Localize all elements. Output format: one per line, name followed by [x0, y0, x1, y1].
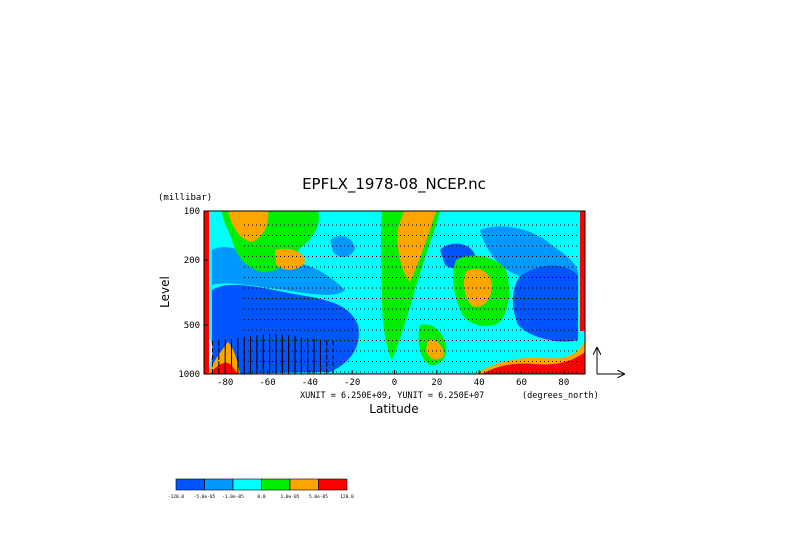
x-tick-label: 0	[392, 378, 397, 388]
x-tick-label: -40	[302, 378, 318, 388]
contour-region	[275, 248, 305, 270]
reference-vector	[597, 348, 624, 374]
contour-region	[482, 352, 585, 374]
colorbar-label: 5.0e-05	[309, 494, 328, 500]
colorbar-swatch	[318, 478, 348, 491]
chart-title: EPFLX_1978-08_NCEP.nc	[302, 175, 486, 194]
colorbar-label: 120.0	[340, 494, 354, 500]
colorbar-label: -120.0	[168, 494, 185, 500]
colorbar-swatch	[289, 478, 319, 491]
colorbar-swatch	[175, 478, 205, 491]
plot-area	[204, 211, 585, 374]
x-tick-label: -20	[344, 378, 360, 388]
contour-region	[512, 265, 578, 342]
contour-region	[204, 211, 209, 374]
contour-region	[210, 362, 238, 374]
contour-region	[480, 226, 578, 276]
x-tick-label: 80	[558, 378, 569, 388]
colorbar-label: -1.0e-05	[222, 494, 244, 500]
contour-region	[426, 339, 444, 360]
contour-region	[464, 268, 492, 307]
axes: -80 -60 -40 -20 0 20 40 60 80 100 200 500 1000	[178, 207, 579, 388]
y-tick-label: 1000	[178, 370, 200, 380]
x-tick-label: 20	[431, 378, 442, 388]
contour-region	[212, 284, 359, 374]
colorbar-swatch	[204, 478, 234, 491]
vector-units-label: XUNIT = 6.250E+09, YUNIT = 6.250E+07	[300, 391, 484, 401]
y-axis-unit: (millibar)	[158, 193, 212, 203]
y-tick-label: 500	[184, 321, 200, 331]
contour-region	[228, 211, 269, 242]
contour-region	[330, 235, 355, 257]
y-axis-label: Level	[158, 276, 172, 308]
y-tick-label: 200	[184, 256, 200, 266]
colorbar-label: 0.0	[257, 494, 265, 500]
x-tick-label: 40	[474, 378, 485, 388]
x-tick-label: 60	[516, 378, 527, 388]
contour-region	[580, 211, 585, 331]
colorbar-swatch	[232, 478, 262, 491]
colorbar-swatch	[261, 478, 291, 491]
x-axis-label: Latitude	[369, 402, 418, 416]
x-tick-label: -80	[217, 378, 233, 388]
colorbar-label: -5.0e-05	[194, 494, 216, 500]
colorbar-label: 1.0e-05	[281, 494, 300, 500]
colorbar: -120.0 -5.0e-05 -1.0e-05 0.0 1.0e-05 5.0e-05 1…	[168, 478, 354, 500]
x-tick-label: -60	[259, 378, 275, 388]
contour-region	[381, 211, 440, 360]
x-axis-unit: (degrees_north)	[522, 391, 599, 401]
y-tick-label: 100	[184, 207, 200, 217]
